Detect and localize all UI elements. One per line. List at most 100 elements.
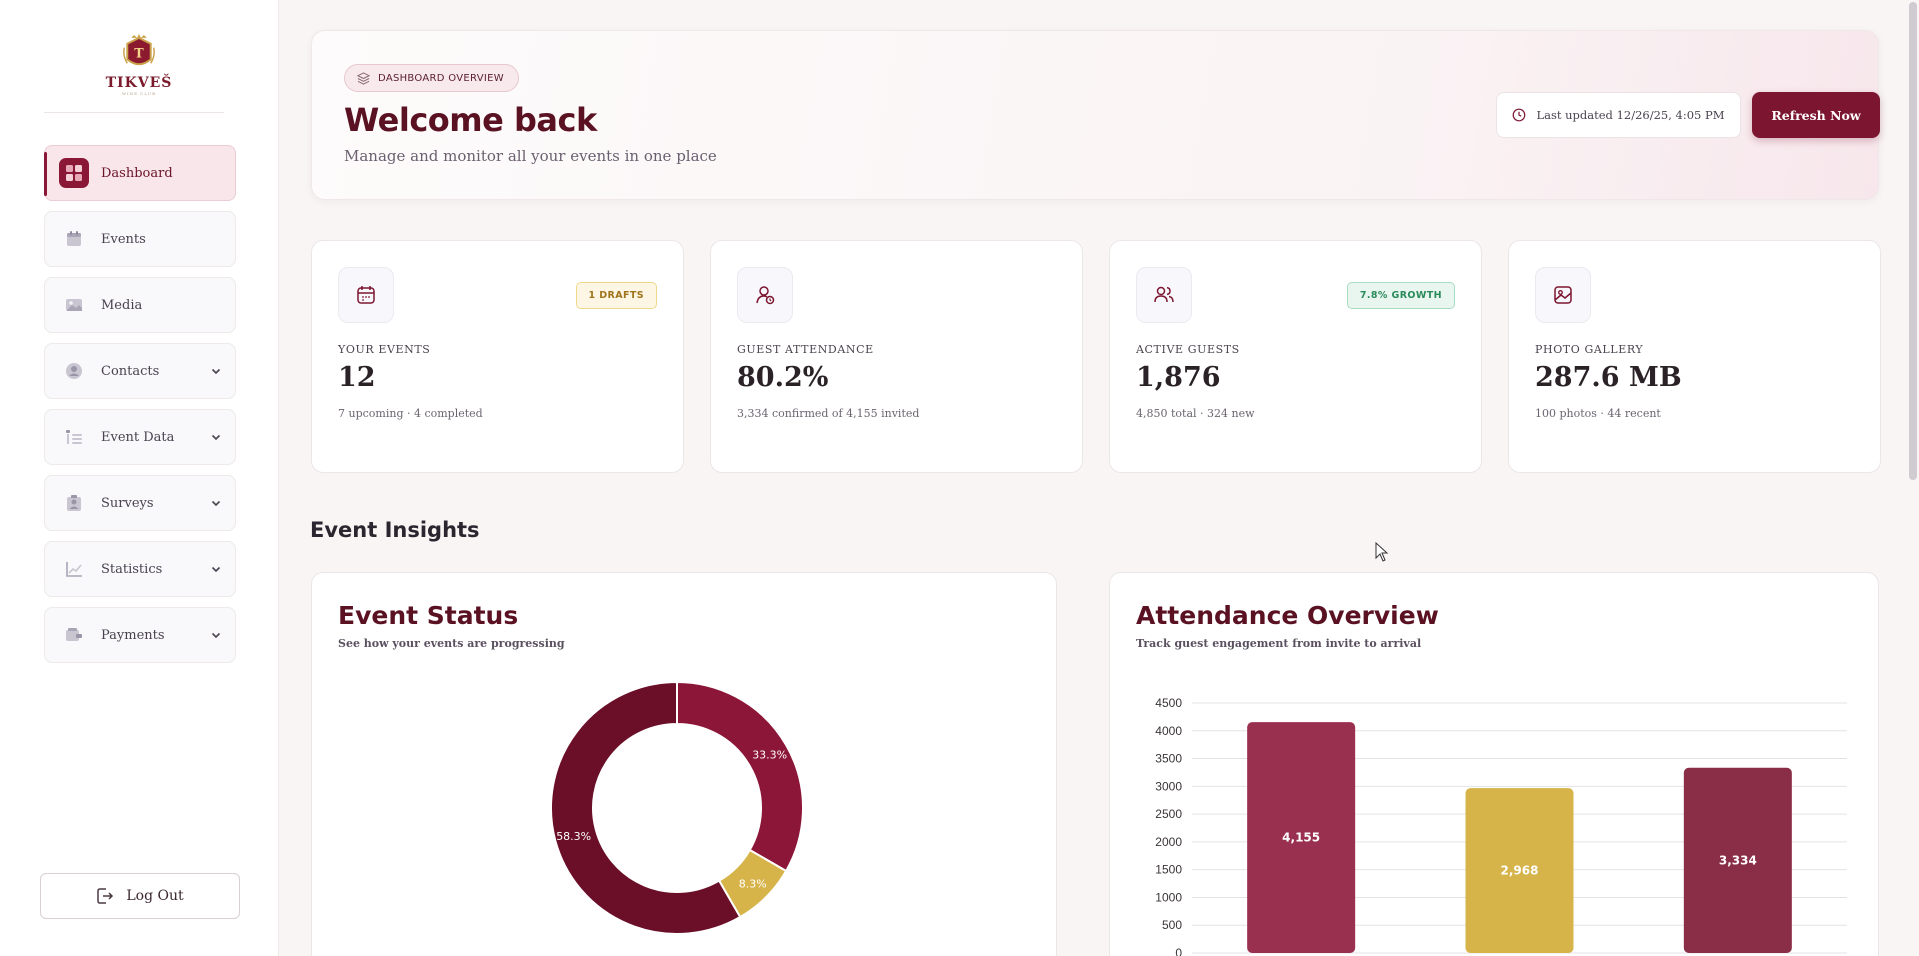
sidebar-item-label: Payments bbox=[101, 627, 165, 643]
sidebar-item-label: Contacts bbox=[101, 363, 160, 379]
stat-label: ACTIVE GUESTS bbox=[1136, 343, 1240, 356]
sidebar-item-surveys[interactable]: Surveys bbox=[44, 475, 236, 531]
brand-name: TIKVEŠ bbox=[105, 75, 173, 91]
mouse-cursor-icon bbox=[1375, 542, 1389, 562]
sidebar-item-label: Dashboard bbox=[101, 165, 173, 181]
clipboard-user-icon bbox=[59, 488, 89, 518]
chevron-down-icon[interactable] bbox=[209, 496, 223, 510]
bar-value-label: 3,334 bbox=[1719, 853, 1757, 867]
y-tick-label: 4000 bbox=[1155, 724, 1182, 738]
chevron-down-icon[interactable] bbox=[209, 364, 223, 378]
y-tick-label: 1000 bbox=[1155, 890, 1182, 904]
stat-card-photo-gallery: PHOTO GALLERY 287.6 MB 100 photos · 44 r… bbox=[1508, 240, 1881, 473]
attendance-overview-panel: Attendance Overview Track guest engageme… bbox=[1109, 572, 1879, 956]
sidebar-item-label: Surveys bbox=[101, 495, 154, 511]
stat-value: 287.6 MB bbox=[1535, 362, 1682, 393]
stat-card-events: 1 DRAFTS YOUR EVENTS 12 7 upcoming · 4 c… bbox=[311, 240, 684, 473]
wallet-icon bbox=[59, 620, 89, 650]
chevron-down-icon[interactable] bbox=[209, 430, 223, 444]
section-title-insights: Event Insights bbox=[310, 518, 480, 542]
brand-logo[interactable]: T TIKVEŠ WINE CLUB bbox=[104, 34, 174, 96]
bar[interactable] bbox=[1683, 767, 1792, 953]
sidebar-divider bbox=[44, 112, 224, 113]
donut-slice[interactable] bbox=[550, 680, 742, 935]
last-updated-indicator: Last updated 12/26/25, 4:05 PM bbox=[1496, 92, 1741, 138]
sidebar-item-label: Statistics bbox=[101, 561, 163, 577]
user-check-icon bbox=[737, 267, 793, 323]
welcome-banner: DASHBOARD OVERVIEW Welcome back Manage a… bbox=[311, 30, 1880, 200]
sidebar: T TIKVEŠ WINE CLUB Dashboard Events Medi… bbox=[0, 0, 279, 956]
y-tick-label: 0 bbox=[1175, 946, 1182, 956]
y-tick-label: 2000 bbox=[1155, 835, 1182, 849]
stat-subtext: 100 photos · 44 recent bbox=[1535, 407, 1661, 420]
dashboard-icon bbox=[59, 158, 89, 188]
svg-text:T: T bbox=[134, 45, 144, 60]
dashboard-overview-pill: DASHBOARD OVERVIEW bbox=[344, 64, 519, 92]
sidebar-item-contacts[interactable]: Contacts bbox=[44, 343, 236, 399]
page-title: Welcome back bbox=[344, 101, 597, 139]
stat-subtext: 3,334 confirmed of 4,155 invited bbox=[737, 407, 920, 420]
pill-label: DASHBOARD OVERVIEW bbox=[378, 72, 504, 84]
event-status-donut-chart: 33.3% 8.3% 58.3% bbox=[550, 680, 804, 935]
stat-value: 80.2% bbox=[737, 362, 829, 393]
slice-label: 33.3% bbox=[752, 749, 787, 762]
page-subtitle: Manage and monitor all your events in on… bbox=[344, 147, 717, 165]
bar-value-label: 4,155 bbox=[1282, 831, 1320, 845]
sidebar-item-events[interactable]: Events bbox=[44, 211, 236, 267]
main-content: DASHBOARD OVERVIEW Welcome back Manage a… bbox=[279, 0, 1919, 956]
stat-label: YOUR EVENTS bbox=[338, 343, 431, 356]
donut-slice[interactable] bbox=[676, 680, 804, 873]
logout-label: Log Out bbox=[126, 888, 184, 904]
calendar-icon bbox=[59, 224, 89, 254]
event-status-panel: Event Status See how your events are pro… bbox=[311, 572, 1057, 956]
stat-subtext: 7 upcoming · 4 completed bbox=[338, 407, 483, 420]
y-tick-label: 2500 bbox=[1155, 807, 1182, 821]
chart-subtitle: Track guest engagement from invite to ar… bbox=[1136, 637, 1422, 650]
y-tick-label: 4500 bbox=[1155, 696, 1182, 710]
calendar-icon bbox=[338, 267, 394, 323]
sidebar-item-media[interactable]: Media bbox=[44, 277, 236, 333]
image-icon bbox=[59, 290, 89, 320]
brand-tagline: WINE CLUB bbox=[121, 91, 157, 96]
attendance-bar-chart: 0 500 1000 1500 2000 2500 3000 3500 4000 4500 4,15… bbox=[1155, 696, 1847, 956]
sidebar-item-dashboard[interactable]: Dashboard bbox=[44, 145, 236, 201]
bar[interactable] bbox=[1247, 722, 1356, 953]
sidebar-item-label: Event Data bbox=[101, 429, 175, 445]
chart-title: Attendance Overview bbox=[1136, 601, 1439, 630]
stat-label: PHOTO GALLERY bbox=[1535, 343, 1644, 356]
bar[interactable] bbox=[1465, 788, 1574, 953]
stat-value: 12 bbox=[338, 362, 376, 393]
list-tree-icon bbox=[59, 422, 89, 452]
users-icon bbox=[1136, 267, 1192, 323]
line-chart-icon bbox=[59, 554, 89, 584]
y-tick-label: 3000 bbox=[1155, 779, 1182, 793]
stat-label: GUEST ATTENDANCE bbox=[737, 343, 874, 356]
logout-icon bbox=[97, 888, 114, 904]
logout-button[interactable]: Log Out bbox=[40, 873, 240, 919]
growth-badge: 7.8% GROWTH bbox=[1346, 282, 1455, 309]
sidebar-item-event-data[interactable]: Event Data bbox=[44, 409, 236, 465]
sidebar-nav: Dashboard Events Media Contacts Event bbox=[44, 145, 236, 673]
chevron-down-icon[interactable] bbox=[209, 628, 223, 642]
refresh-now-button[interactable]: Refresh Now bbox=[1752, 92, 1880, 138]
layers-icon bbox=[357, 71, 370, 85]
person-icon bbox=[59, 356, 89, 386]
chevron-down-icon[interactable] bbox=[209, 562, 223, 576]
drafts-badge: 1 DRAFTS bbox=[575, 282, 657, 309]
chart-subtitle: See how your events are progressing bbox=[338, 637, 565, 650]
y-tick-label: 500 bbox=[1162, 918, 1182, 932]
slice-label: 58.3% bbox=[556, 830, 591, 843]
scrollbar[interactable] bbox=[1909, 2, 1917, 480]
crest-icon: T bbox=[123, 34, 155, 66]
clock-icon bbox=[1513, 108, 1526, 122]
stat-card-attendance: GUEST ATTENDANCE 80.2% 3,334 confirmed o… bbox=[710, 240, 1083, 473]
y-tick-label: 3500 bbox=[1155, 752, 1182, 766]
sidebar-item-payments[interactable]: Payments bbox=[44, 607, 236, 663]
last-updated-text: Last updated 12/26/25, 4:05 PM bbox=[1536, 108, 1725, 122]
sidebar-item-statistics[interactable]: Statistics bbox=[44, 541, 236, 597]
image-icon bbox=[1535, 267, 1591, 323]
y-tick-label: 1500 bbox=[1155, 863, 1182, 877]
stat-value: 1,876 bbox=[1136, 362, 1221, 393]
slice-label: 8.3% bbox=[739, 878, 767, 891]
bar-value-label: 2,968 bbox=[1501, 864, 1539, 878]
